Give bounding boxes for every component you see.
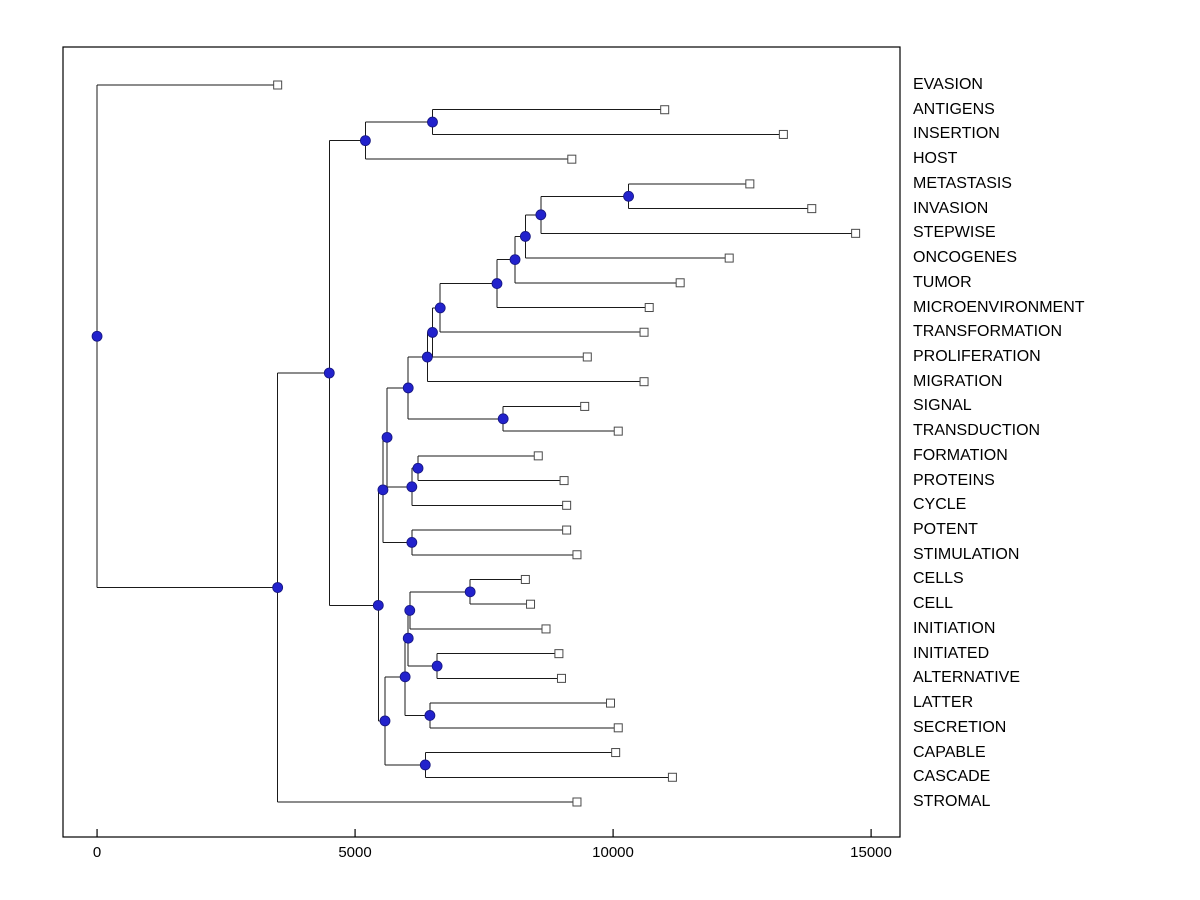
leaf-label: POTENT <box>913 521 978 539</box>
internal-node-marker <box>509 254 521 266</box>
internal-node-marker <box>399 671 411 683</box>
leaf-marker <box>520 574 530 584</box>
internal-node-marker <box>381 431 393 443</box>
leaf-label: CELL <box>913 595 954 613</box>
x-tick-label: 0 <box>92 844 102 861</box>
leaf-marker <box>572 550 582 560</box>
internal-node-marker <box>434 302 446 314</box>
leaf-marker <box>639 327 649 337</box>
x-tick-label: 10000 <box>592 844 634 861</box>
internal-node-marker <box>272 582 284 593</box>
leaf-label: ONCOGENES <box>913 249 1018 267</box>
internal-node-marker <box>497 413 509 425</box>
leaf-label: CELLS <box>913 570 964 588</box>
leaf-marker <box>526 599 536 609</box>
leaf-label: INITIATION <box>913 619 996 637</box>
internal-node-marker <box>359 135 371 147</box>
internal-node-marker <box>519 231 531 242</box>
leaf-label: INSERTION <box>913 125 1000 143</box>
internal-node-marker <box>377 484 389 496</box>
leaf-label: INVASION <box>913 199 989 217</box>
leaf-marker <box>807 204 817 214</box>
internal-node-marker <box>406 481 418 493</box>
leaf-label: STROMAL <box>913 792 991 810</box>
internal-node-marker <box>464 586 476 598</box>
plot-box <box>62 46 901 838</box>
leaf-label: ALTERNATIVE <box>913 669 1020 687</box>
leaf-marker <box>533 451 543 461</box>
leaf-marker <box>559 476 569 486</box>
leaf-marker <box>572 797 582 807</box>
internal-node-marker <box>623 190 634 202</box>
leaf-label: STEPWISE <box>913 224 996 242</box>
leaf-label: STIMULATION <box>913 545 1020 563</box>
leaf-label: HOST <box>913 150 958 168</box>
internal-node-marker <box>427 327 438 338</box>
leaf-marker <box>606 698 616 708</box>
internal-node-marker <box>402 382 414 394</box>
leaf-label: PROTEINS <box>913 471 995 489</box>
internal-node-marker <box>404 604 416 616</box>
internal-node-marker <box>431 660 443 672</box>
leaf-label: CAPABLE <box>913 743 986 761</box>
leaf-marker <box>745 179 755 189</box>
leaf-label: INITIATED <box>913 644 990 662</box>
x-tick-label: 15000 <box>850 844 892 861</box>
internal-node-marker <box>402 632 414 644</box>
internal-node-marker <box>91 330 103 342</box>
leaf-marker <box>580 401 590 411</box>
internal-node-marker <box>535 209 547 221</box>
leaf-label: CASCADE <box>913 768 991 786</box>
leaf-marker <box>554 649 564 659</box>
internal-node-marker <box>379 715 391 727</box>
leaf-marker <box>724 253 734 263</box>
leaf-marker <box>644 303 654 313</box>
leaf-label: ANTIGENS <box>913 100 995 118</box>
leaf-label: PROLIFERATION <box>913 347 1041 365</box>
leaf-marker <box>675 278 685 288</box>
leaf-marker <box>582 352 592 362</box>
leaf-marker <box>556 673 566 683</box>
leaf-label: TUMOR <box>913 273 972 291</box>
leaf-marker <box>611 748 621 758</box>
internal-node-marker <box>427 116 438 128</box>
leaf-label: FORMATION <box>913 446 1008 464</box>
leaf-marker <box>613 723 623 733</box>
x-tick-label: 5000 <box>338 844 372 861</box>
leaf-marker <box>851 228 861 238</box>
internal-node-marker <box>323 367 335 379</box>
leaf-label: EVASION <box>913 76 983 93</box>
leaf-marker <box>613 426 623 436</box>
internal-node-marker <box>372 599 384 611</box>
leaf-label: CYCLE <box>913 496 967 514</box>
leaf-marker <box>667 772 677 782</box>
leaf-marker <box>660 105 670 115</box>
leaf-label: MIGRATION <box>913 372 1003 390</box>
leaf-label: MICROENVIRONMENT <box>913 298 1085 316</box>
leaf-marker <box>541 624 551 634</box>
leaf-marker <box>778 129 788 139</box>
leaf-marker <box>639 377 649 387</box>
leaf-marker <box>567 154 577 164</box>
leaf-label: TRANSFORMATION <box>913 323 1063 341</box>
internal-node-marker <box>412 462 424 474</box>
leaf-marker <box>562 500 572 510</box>
internal-node-marker <box>421 351 433 363</box>
leaf-label: SECRETION <box>913 718 1007 736</box>
internal-node-marker <box>424 710 436 721</box>
leaf-marker <box>273 80 283 90</box>
internal-node-marker <box>419 759 431 771</box>
leaf-label: TRANSDUCTION <box>913 422 1041 440</box>
internal-node-marker <box>406 536 418 548</box>
internal-node-marker <box>491 278 503 289</box>
leaf-label: SIGNAL <box>913 397 972 415</box>
leaf-label: LATTER <box>913 694 974 712</box>
leaf-marker <box>562 525 572 535</box>
leaf-label: METASTASIS <box>913 174 1012 192</box>
